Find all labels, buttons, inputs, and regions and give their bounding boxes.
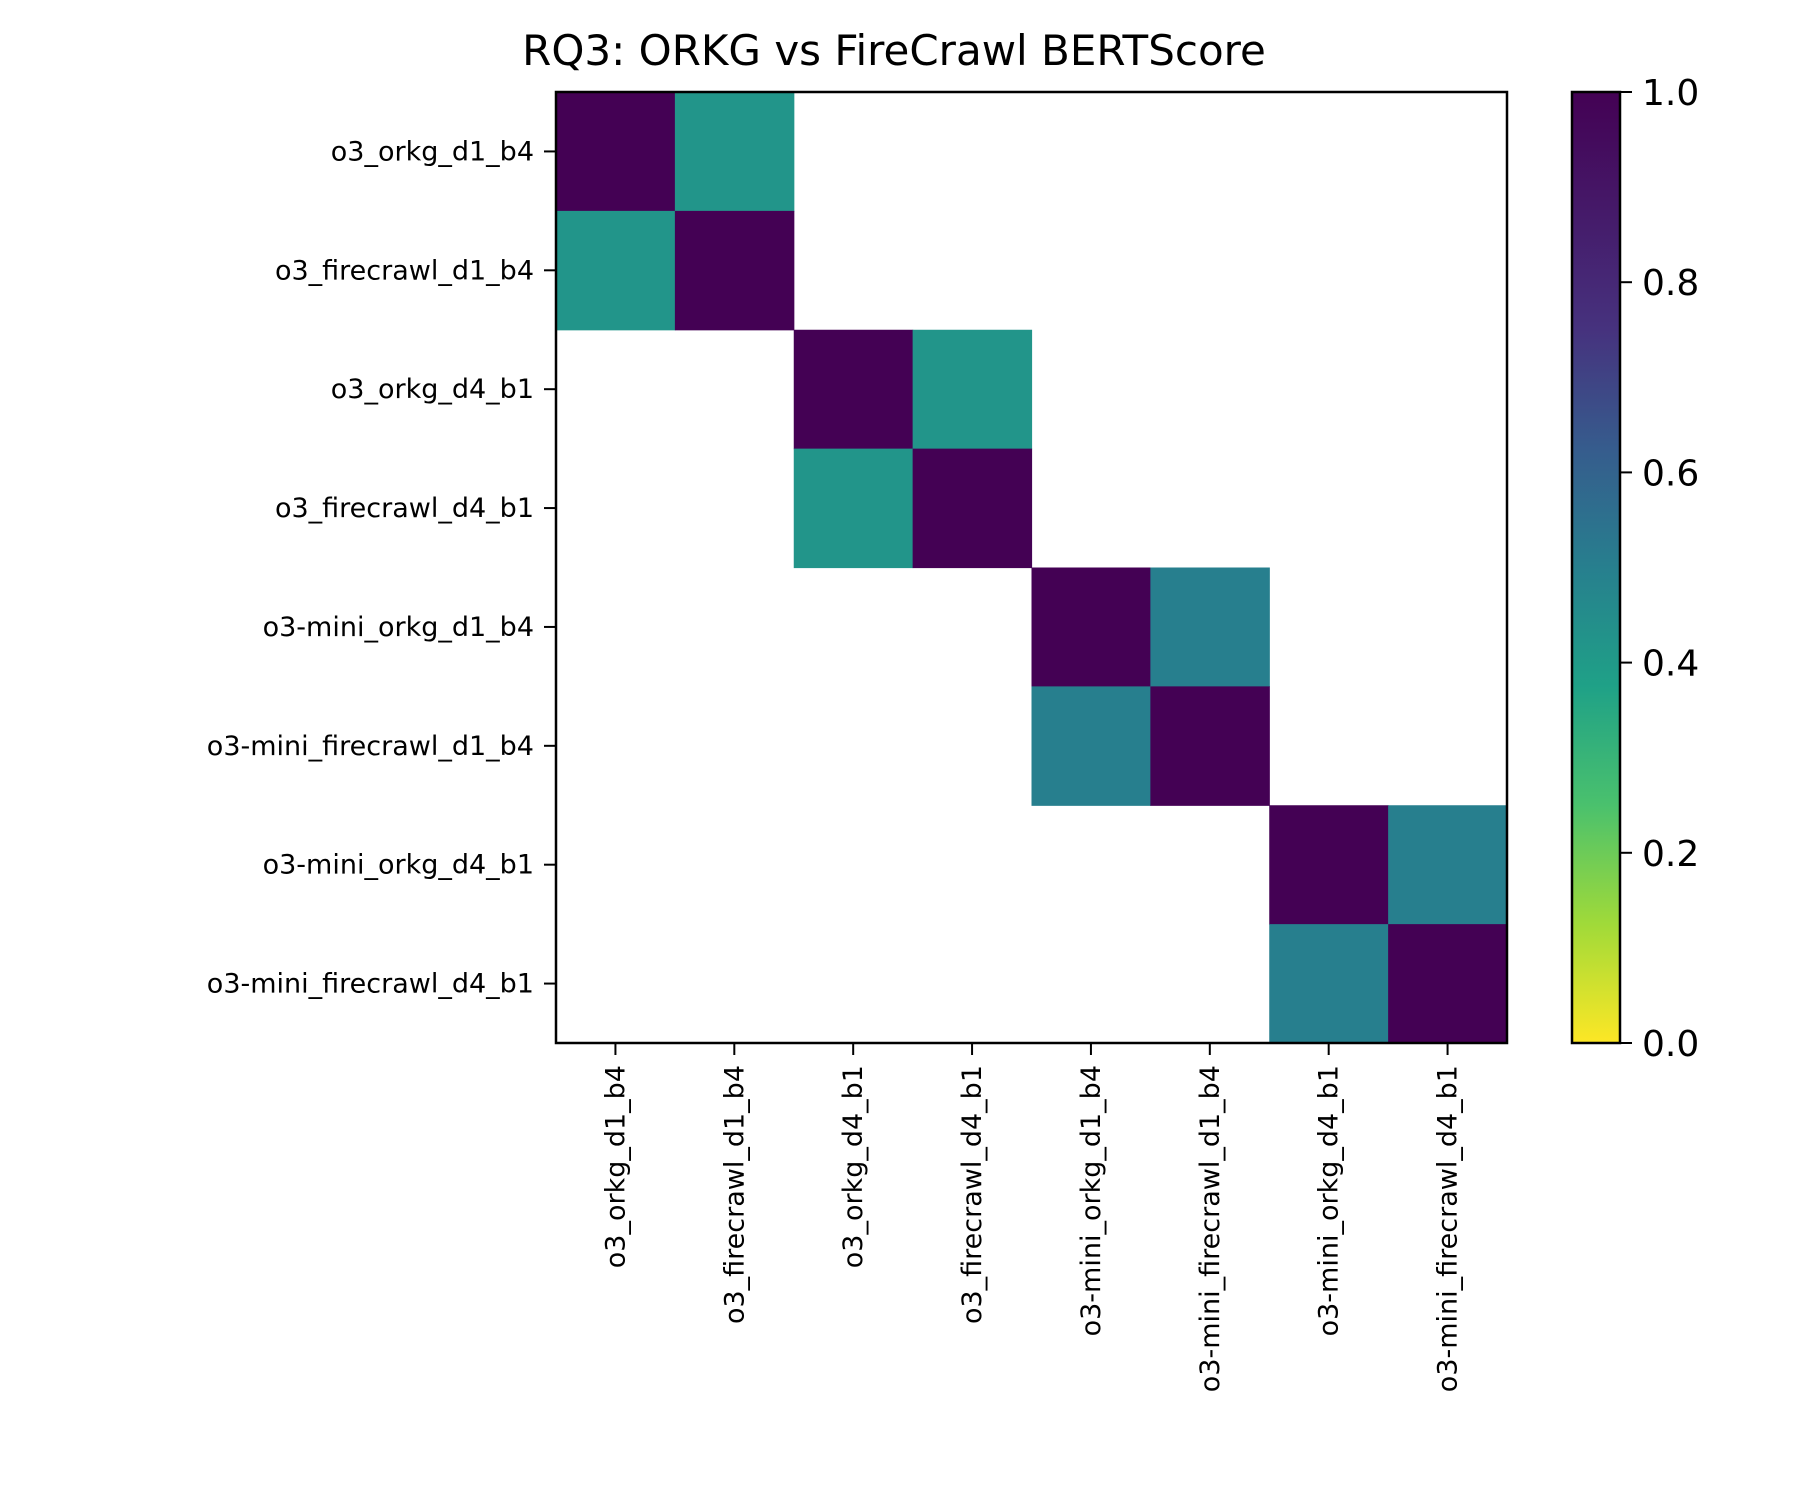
y-tick-label: o3_firecrawl_d1_b4 bbox=[275, 255, 534, 286]
x-tick-label: o3-mini_orkg_d4_b1 bbox=[1314, 1065, 1345, 1336]
heatmap-cell bbox=[1269, 805, 1389, 925]
heatmap-cell bbox=[674, 210, 795, 331]
heatmap-cell bbox=[556, 210, 676, 331]
colorbar bbox=[1570, 90, 1622, 1045]
heatmap-cell bbox=[1388, 924, 1508, 1044]
heatmap-cell bbox=[793, 448, 914, 569]
x-tick-label: o3-mini_orkg_d1_b4 bbox=[1076, 1065, 1107, 1336]
y-tick-label: o3-mini_firecrawl_d4_b1 bbox=[207, 969, 534, 1000]
x-tick-label: o3_firecrawl_d1_b4 bbox=[719, 1065, 750, 1324]
heatmap-cell bbox=[1031, 567, 1151, 687]
x-tick-label: o3-mini_firecrawl_d1_b4 bbox=[1195, 1065, 1226, 1392]
chart-title: RQ3: ORKG vs FireCrawl BERTScore bbox=[522, 26, 1266, 75]
colorbar-tick-label: 0.4 bbox=[1642, 644, 1699, 685]
y-tick-label: o3-mini_orkg_d1_b4 bbox=[263, 612, 534, 643]
heatmap-cell bbox=[912, 329, 1033, 450]
heatmap-cell bbox=[1150, 567, 1270, 687]
y-tick-label: o3_firecrawl_d4_b1 bbox=[275, 493, 534, 524]
heatmap-cell bbox=[556, 92, 676, 212]
colorbar-axis: 0.0 0.2 0.4 0.6 0.8 1.0 bbox=[1620, 73, 1699, 1065]
y-tick-label: o3-mini_firecrawl_d1_b4 bbox=[207, 731, 534, 762]
heatmap-cell bbox=[793, 329, 914, 450]
x-tick-label: o3_orkg_d1_b4 bbox=[600, 1065, 631, 1268]
colorbar-tick-label: 0.8 bbox=[1642, 263, 1699, 304]
y-tick-label: o3-mini_orkg_d4_b1 bbox=[263, 850, 534, 881]
colorbar-tick-label: 0.6 bbox=[1642, 453, 1699, 494]
heatmap-cell bbox=[1269, 924, 1389, 1044]
heatmap-cell bbox=[912, 448, 1033, 569]
heatmap-cell bbox=[1388, 805, 1508, 925]
colorbar-tick-label: 0.2 bbox=[1642, 834, 1699, 875]
y-tick-label: o3_orkg_d4_b1 bbox=[331, 374, 534, 405]
x-tick-label: o3_orkg_d4_b1 bbox=[838, 1065, 869, 1268]
colorbar-tick-label: 0.0 bbox=[1642, 1024, 1699, 1065]
x-tick-label: o3-mini_firecrawl_d4_b1 bbox=[1433, 1065, 1464, 1392]
x-tick-label: o3_firecrawl_d4_b1 bbox=[957, 1065, 988, 1324]
heatmap-cell bbox=[1031, 686, 1151, 806]
heatmap-cell bbox=[674, 92, 795, 212]
y-tick-label: o3_orkg_d1_b4 bbox=[331, 136, 534, 167]
heatmap-cell bbox=[1150, 686, 1270, 806]
x-axis: o3_orkg_d1_b4 o3_firecrawl_d1_b4 o3_orkg_d… bbox=[600, 1043, 1464, 1392]
y-axis: o3_orkg_d1_b4 o3_firecrawl_d1_b4 o3_orkg_d… bbox=[207, 136, 556, 1000]
heatmap-cells bbox=[556, 92, 1508, 1044]
colorbar-tick-label: 1.0 bbox=[1642, 73, 1699, 114]
plot-frame bbox=[554, 90, 1509, 1045]
